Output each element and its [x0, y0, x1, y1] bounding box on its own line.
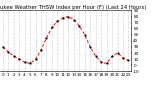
Title: Milwaukee Weather THSW Index per Hour (F) (Last 24 Hours): Milwaukee Weather THSW Index per Hour (F… — [0, 5, 146, 10]
